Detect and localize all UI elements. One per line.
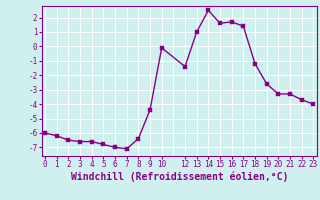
- X-axis label: Windchill (Refroidissement éolien,°C): Windchill (Refroidissement éolien,°C): [70, 172, 288, 182]
